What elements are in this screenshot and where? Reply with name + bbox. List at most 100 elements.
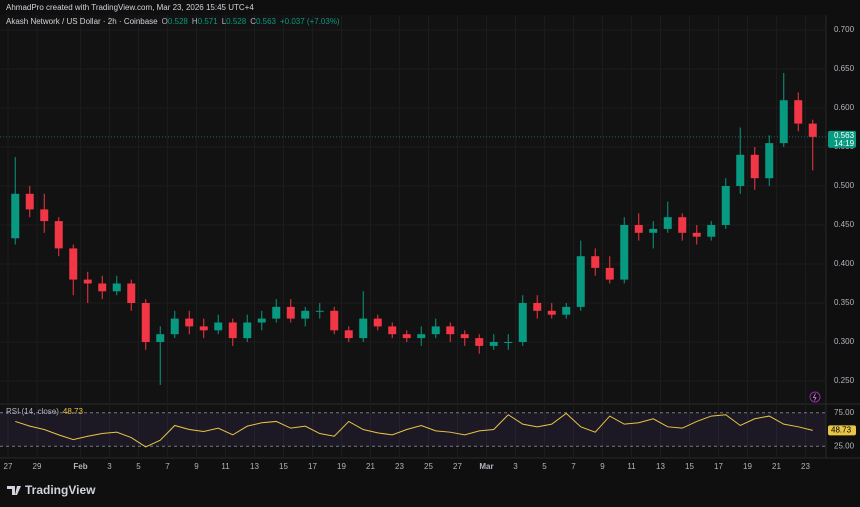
candle-body — [69, 248, 77, 279]
y-tick-label: 0.650 — [834, 64, 855, 73]
candle-body — [98, 284, 106, 292]
credit: AhmadPro created with TradingView.com, M… — [6, 3, 254, 12]
candle-body — [707, 225, 715, 237]
rsi-tick-label: 75.00 — [834, 408, 855, 417]
x-tick-label: 17 — [714, 462, 723, 471]
candle-body — [504, 342, 512, 343]
candle-body — [301, 311, 309, 319]
candle-body — [765, 143, 773, 178]
ohlc-value: 0.563 — [256, 17, 277, 26]
x-tick-label: 9 — [194, 462, 199, 471]
rsi-header: RSI (14, close) 48.73 — [6, 407, 83, 416]
rsi-value: 48.73 — [63, 407, 84, 416]
candle-body — [11, 194, 19, 238]
y-tick-label: 0.600 — [834, 103, 855, 112]
candle-body — [287, 307, 295, 319]
x-tick-label: 13 — [656, 462, 665, 471]
x-tick-label: 21 — [366, 462, 375, 471]
candle-body — [475, 338, 483, 346]
candle-body — [229, 323, 237, 339]
legend-header: Akash Network / US Dollar · 2h · Coinbas… — [6, 17, 340, 26]
x-tick-label: 23 — [801, 462, 810, 471]
y-tick-label: 0.250 — [834, 376, 855, 385]
x-tick-label: 3 — [513, 462, 518, 471]
candle-body — [736, 155, 744, 186]
y-tick-label: 0.450 — [834, 220, 855, 229]
x-tick-label: 17 — [308, 462, 317, 471]
candle-body — [156, 334, 164, 342]
ohlc-value: 0.528 — [226, 17, 247, 26]
candle-body — [388, 326, 396, 334]
countdown: 14:19 — [834, 139, 855, 148]
x-tick-label: 19 — [743, 462, 752, 471]
candle-body — [577, 256, 585, 307]
candle-body — [84, 280, 92, 284]
candle-body — [635, 225, 643, 233]
x-tick-label: 29 — [33, 462, 42, 471]
candle-body — [330, 311, 338, 331]
candle-body — [490, 342, 498, 346]
candle-body — [678, 217, 686, 233]
x-tick-label: 15 — [685, 462, 694, 471]
brand-name: TradingView — [25, 483, 96, 497]
candle-body — [40, 209, 48, 221]
x-tick-label: Mar — [479, 462, 493, 471]
x-tick-label: 21 — [772, 462, 781, 471]
plot-area — [0, 15, 826, 458]
x-tick-label: 23 — [395, 462, 404, 471]
x-tick-label: 7 — [571, 462, 576, 471]
rsi-tick-label: 25.00 — [834, 441, 855, 450]
x-tick-label: 25 — [424, 462, 433, 471]
candle-body — [200, 326, 208, 330]
candle-body — [722, 186, 730, 225]
candle-body — [693, 233, 701, 237]
y-tick-label: 0.400 — [834, 259, 855, 268]
rsi-last: 48.73 — [831, 425, 852, 434]
candle-body — [519, 303, 527, 342]
candle-body — [55, 221, 63, 248]
x-tick-label: 7 — [165, 462, 170, 471]
candle-body — [533, 303, 541, 311]
candle-body — [606, 268, 614, 280]
y-tick-label: 0.300 — [834, 337, 855, 346]
candle-body — [374, 319, 382, 327]
x-tick-label: 27 — [453, 462, 462, 471]
candle-body — [359, 319, 367, 339]
candle-body — [113, 284, 121, 292]
candle-body — [26, 194, 34, 210]
x-tick-label: 11 — [627, 462, 636, 471]
candle-body — [316, 311, 324, 312]
candle-body — [345, 330, 353, 338]
candle-body — [243, 323, 251, 339]
ohlc-value: 0.571 — [198, 17, 219, 26]
candle-body — [649, 229, 657, 233]
candle-body — [664, 217, 672, 229]
candle-body — [127, 284, 135, 304]
rsi-band — [0, 413, 826, 447]
symbol-title: Akash Network / US Dollar · 2h · Coinbas… — [6, 17, 158, 26]
candle-body — [809, 124, 817, 137]
x-tick-label: 19 — [337, 462, 346, 471]
y-tick-label: 0.350 — [834, 298, 855, 307]
candle-body — [272, 307, 280, 319]
y-tick-label: 0.500 — [834, 181, 855, 190]
x-tick-label: 5 — [542, 462, 547, 471]
candle-body — [258, 319, 266, 323]
x-tick-label: 15 — [279, 462, 288, 471]
candle-body — [432, 326, 440, 334]
x-tick-label: 13 — [250, 462, 259, 471]
candle-body — [403, 334, 411, 338]
y-tick-label: 0.700 — [834, 25, 855, 34]
candle-body — [548, 311, 556, 315]
x-tick-label: 3 — [107, 462, 112, 471]
candle-body — [417, 334, 425, 338]
x-tick-label: 9 — [600, 462, 605, 471]
rsi-title: RSI (14, close) — [6, 407, 59, 416]
candle-body — [591, 256, 599, 268]
x-tick-label: 5 — [136, 462, 141, 471]
candle-body — [751, 155, 759, 178]
candle-body — [562, 307, 570, 315]
candle-body — [214, 323, 222, 331]
ohlc-value: 0.528 — [168, 17, 189, 26]
